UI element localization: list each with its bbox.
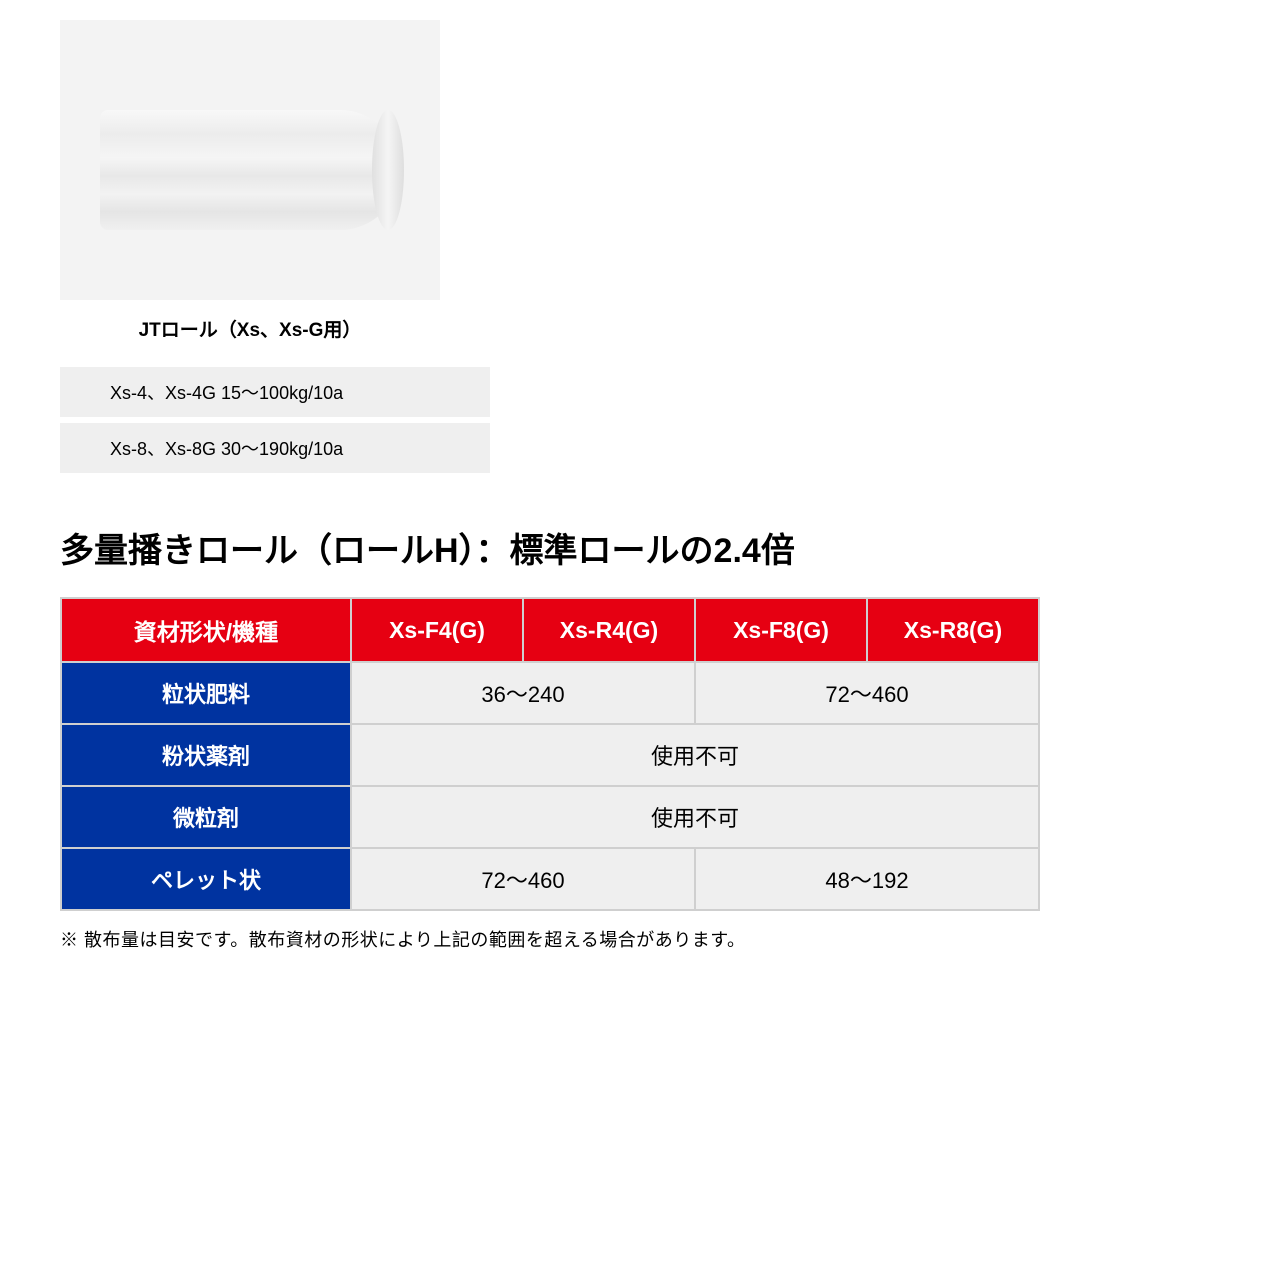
spec-list: Xs-4、Xs-4G 15～100kg/10a Xs-8、Xs-8G 30～19… bbox=[60, 367, 490, 473]
spec-row: Xs-4、Xs-4G 15～100kg/10a bbox=[60, 367, 490, 417]
table-col-header: Xs-R8(G) bbox=[867, 598, 1039, 662]
table-row: 微粒剤使用不可 bbox=[61, 786, 1039, 848]
table-row-header: 粒状肥料 bbox=[61, 662, 351, 724]
table-corner-header: 資材形状/機種 bbox=[61, 598, 351, 662]
table-row-header: 微粒剤 bbox=[61, 786, 351, 848]
table-cell: 36～240 bbox=[351, 662, 695, 724]
section-title: 多量播きロール（ロールH）：標準ロールの2.4倍 bbox=[60, 523, 1220, 572]
product-caption: JTロール（Xs、Xs-G用） bbox=[60, 315, 440, 342]
table-col-header: Xs-F4(G) bbox=[351, 598, 523, 662]
table-row: 粒状肥料36～24072～460 bbox=[61, 662, 1039, 724]
table-cell: 使用不可 bbox=[351, 786, 1039, 848]
table-col-header: Xs-F8(G) bbox=[695, 598, 867, 662]
spec-row: Xs-8、Xs-8G 30～190kg/10a bbox=[60, 423, 490, 473]
table-col-header: Xs-R4(G) bbox=[523, 598, 695, 662]
table-row: 粉状薬剤使用不可 bbox=[61, 724, 1039, 786]
product-image bbox=[60, 20, 440, 300]
table-body: 粒状肥料36～24072～460粉状薬剤使用不可微粒剤使用不可ペレット状72～4… bbox=[61, 662, 1039, 910]
table-header-row: 資材形状/機種 Xs-F4(G) Xs-R4(G) Xs-F8(G) Xs-R8… bbox=[61, 598, 1039, 662]
footnote: ※ 散布量は目安です。散布資材の形状により上記の範囲を超える場合があります。 bbox=[60, 926, 1220, 952]
table-cell: 72～460 bbox=[695, 662, 1039, 724]
table-cell: 48～192 bbox=[695, 848, 1039, 910]
table-row-header: ペレット状 bbox=[61, 848, 351, 910]
table-cell: 72～460 bbox=[351, 848, 695, 910]
table-row: ペレット状72～46048～192 bbox=[61, 848, 1039, 910]
roll-cap-illustration bbox=[372, 110, 404, 230]
roll-illustration bbox=[100, 110, 400, 230]
table-cell: 使用不可 bbox=[351, 724, 1039, 786]
table-row-header: 粉状薬剤 bbox=[61, 724, 351, 786]
spec-table: 資材形状/機種 Xs-F4(G) Xs-R4(G) Xs-F8(G) Xs-R8… bbox=[60, 597, 1040, 911]
